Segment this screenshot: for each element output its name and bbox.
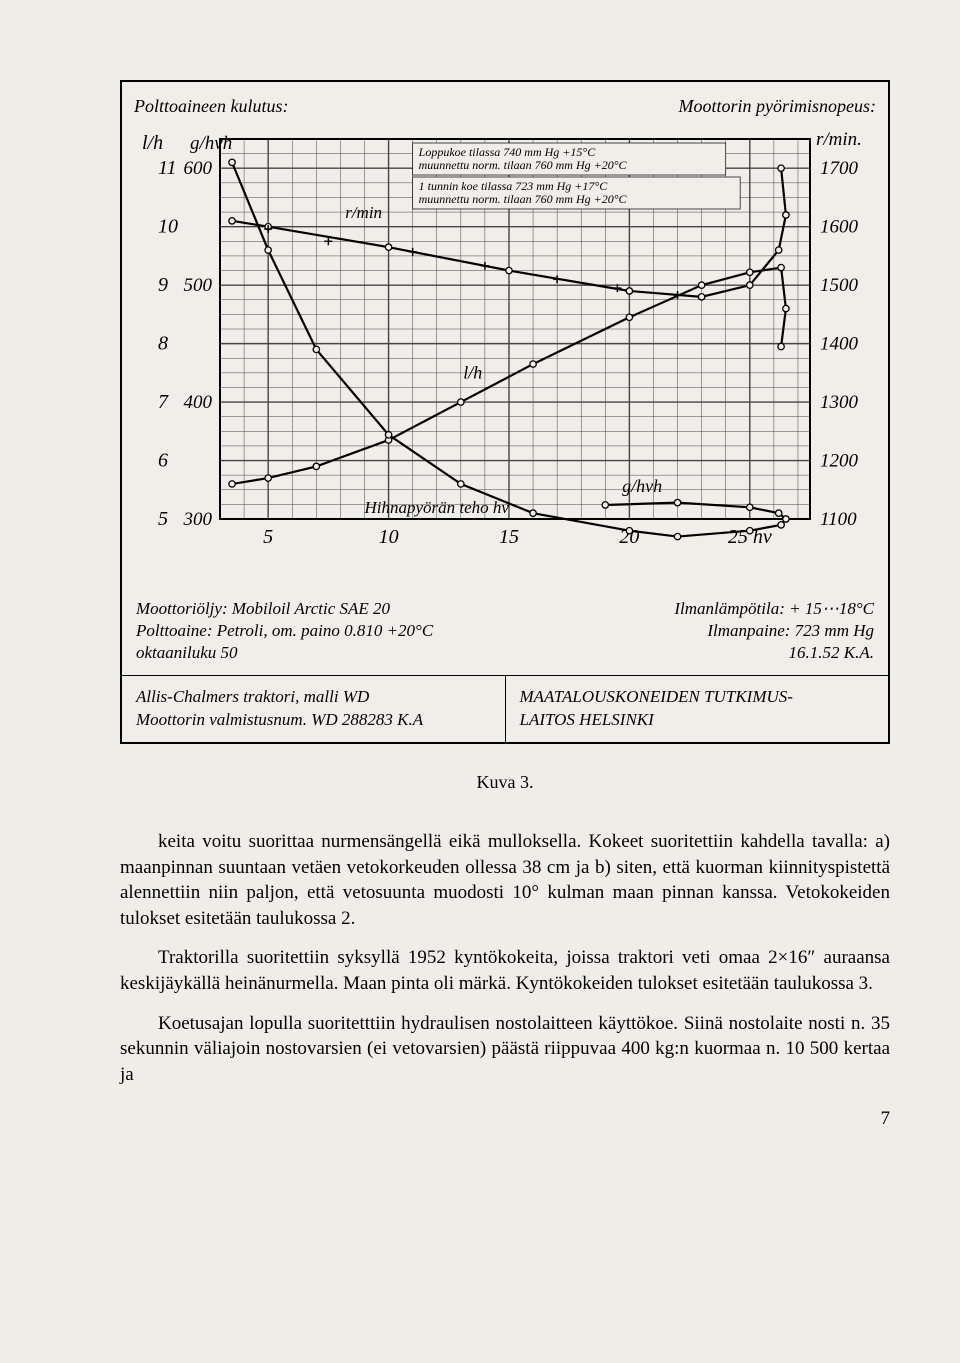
- page: Polttoaineen kulutus: Moottorin pyörimis…: [0, 0, 960, 1363]
- svg-text:5: 5: [158, 508, 168, 530]
- svg-text:6: 6: [158, 450, 168, 472]
- footer-right: MAATALOUSKONEIDEN TUTKIMUS- LAITOS HELSI…: [506, 676, 889, 742]
- svg-text:1 tunnin koe tilassa 723 mm Hg: 1 tunnin koe tilassa 723 mm Hg +17°C: [419, 179, 609, 193]
- svg-text:11: 11: [158, 157, 177, 179]
- svg-text:1500: 1500: [820, 275, 859, 296]
- svg-text:300: 300: [183, 509, 213, 530]
- svg-text:1600: 1600: [820, 217, 859, 238]
- chart-title-left: Polttoaineen kulutus:: [134, 96, 288, 117]
- svg-text:15: 15: [499, 526, 519, 548]
- note-octane: oktaaniluku 50: [136, 643, 238, 663]
- svg-text:Loppukoe tilassa 740 mm Hg +15: Loppukoe tilassa 740 mm Hg +15°C: [418, 145, 597, 159]
- chart-notes: Moottoriöljy: Mobiloil Arctic SAE 20 Ilm…: [122, 593, 888, 676]
- paragraph-2: Traktorilla suoritettiin syksyllä 1952 k…: [120, 945, 890, 996]
- svg-text:400: 400: [184, 392, 213, 413]
- footer-inst1: MAATALOUSKONEIDEN TUTKIMUS-: [520, 686, 875, 709]
- svg-text:500: 500: [184, 275, 213, 296]
- svg-text:10: 10: [158, 216, 178, 238]
- body-text: keita voitu suorittaa nurmensängellä eik…: [120, 829, 890, 1088]
- svg-text:r/min.: r/min.: [816, 129, 862, 150]
- svg-text:Hihnapyörän teho hv: Hihnapyörän teho hv: [363, 498, 509, 517]
- note-fuel: Polttoaine: Petroli, om. paino 0.810 +20…: [136, 621, 433, 641]
- note-temp: Ilmanlämpötila: + 15⋯18°C: [674, 599, 874, 619]
- svg-text:muunnettu norm. tilaan 760 mm: muunnettu norm. tilaan 760 mm Hg +20°C: [419, 158, 628, 172]
- note-oil: Moottoriöljy: Mobiloil Arctic SAE 20: [136, 599, 390, 619]
- chart-titles: Polttoaineen kulutus: Moottorin pyörimis…: [130, 96, 880, 119]
- svg-text:1100: 1100: [820, 509, 857, 530]
- footer-left: Allis-Chalmers traktori, malli WD Mootto…: [122, 676, 506, 742]
- paragraph-3: Koetusajan lopulla suoritetttiin hydraul…: [120, 1011, 890, 1088]
- svg-text:l/h: l/h: [142, 132, 163, 154]
- line-chart: 5 6 7 8 9 10 11 l/h 300 400 500 600 g/hvh 1100 1200 130…: [130, 119, 880, 589]
- svg-text:1700: 1700: [820, 158, 859, 179]
- chart-area: Polttoaineen kulutus: Moottorin pyörimis…: [122, 82, 888, 593]
- chart-title-right: Moottorin pyörimisnopeus:: [679, 96, 877, 117]
- svg-text:1200: 1200: [820, 451, 859, 472]
- svg-text:g/hvh: g/hvh: [190, 133, 232, 154]
- note-date: 16.1.52 K.A.: [789, 643, 874, 663]
- footer-inst2: LAITOS HELSINKI: [520, 709, 875, 732]
- page-number: 7: [120, 1108, 890, 1130]
- svg-text:r/min: r/min: [345, 203, 382, 222]
- svg-text:1400: 1400: [820, 334, 859, 355]
- paragraph-1: keita voitu suorittaa nurmensängellä eik…: [120, 829, 890, 932]
- footer-serial: Moottorin valmistusnum. WD 288283 K.A: [136, 709, 491, 732]
- svg-text:1300: 1300: [820, 392, 859, 413]
- svg-text:600: 600: [184, 158, 213, 179]
- footer-model: Allis-Chalmers traktori, malli WD: [136, 686, 491, 709]
- figure-footer: Allis-Chalmers traktori, malli WD Mootto…: [122, 676, 888, 742]
- svg-text:5: 5: [263, 526, 273, 548]
- note-pressure: Ilmanpaine: 723 mm Hg: [707, 621, 874, 641]
- svg-text:7: 7: [158, 391, 169, 413]
- figure-frame: Polttoaineen kulutus: Moottorin pyörimis…: [120, 80, 890, 744]
- svg-text:g/hvh: g/hvh: [622, 476, 662, 496]
- svg-text:9: 9: [158, 274, 168, 296]
- svg-text:10: 10: [379, 526, 399, 548]
- svg-text:muunnettu norm. tilaan 760 mm: muunnettu norm. tilaan 760 mm Hg +20°C: [419, 192, 628, 206]
- svg-text:8: 8: [158, 333, 168, 355]
- svg-text:l/h: l/h: [463, 363, 482, 383]
- figure-caption: Kuva 3.: [120, 772, 890, 793]
